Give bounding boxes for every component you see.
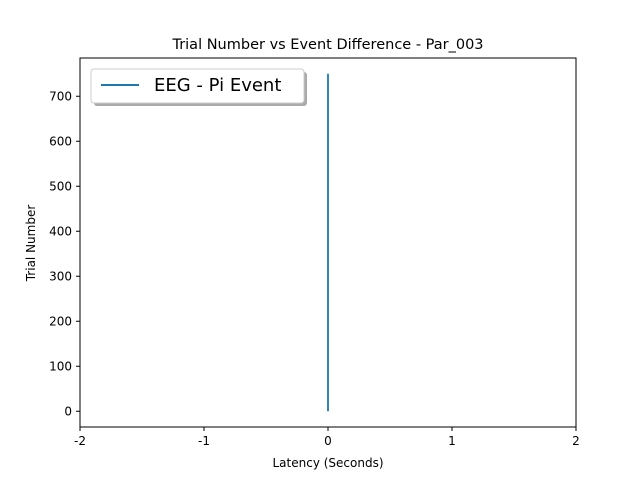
x-tick-label: 2 <box>572 434 580 448</box>
y-tick-label: 300 <box>49 269 72 283</box>
x-tick-label: -1 <box>198 434 210 448</box>
x-axis: -2 -1 0 1 2 <box>74 427 580 448</box>
y-axis: 0 100 200 300 400 500 600 700 <box>49 89 80 418</box>
legend: EEG - Pi Event <box>90 68 307 106</box>
chart-title: Trial Number vs Event Difference - Par_0… <box>171 37 483 53</box>
legend-box <box>90 68 305 104</box>
y-tick-label: 0 <box>64 404 72 418</box>
legend-label-eeg-pi-event: EEG - Pi Event <box>154 75 281 96</box>
y-tick-label: 600 <box>49 134 72 148</box>
x-tick-label: 0 <box>324 434 332 448</box>
x-tick-label: 1 <box>448 434 456 448</box>
y-axis-label: Trial Number <box>24 205 38 283</box>
y-tick-label: 200 <box>49 314 72 328</box>
y-tick-label: 100 <box>49 359 72 373</box>
y-tick-label: 700 <box>49 89 72 103</box>
y-tick-label: 500 <box>49 179 72 193</box>
x-tick-label: -2 <box>74 434 86 448</box>
x-axis-label: Latency (Seconds) <box>272 456 383 470</box>
y-tick-label: 400 <box>49 224 72 238</box>
